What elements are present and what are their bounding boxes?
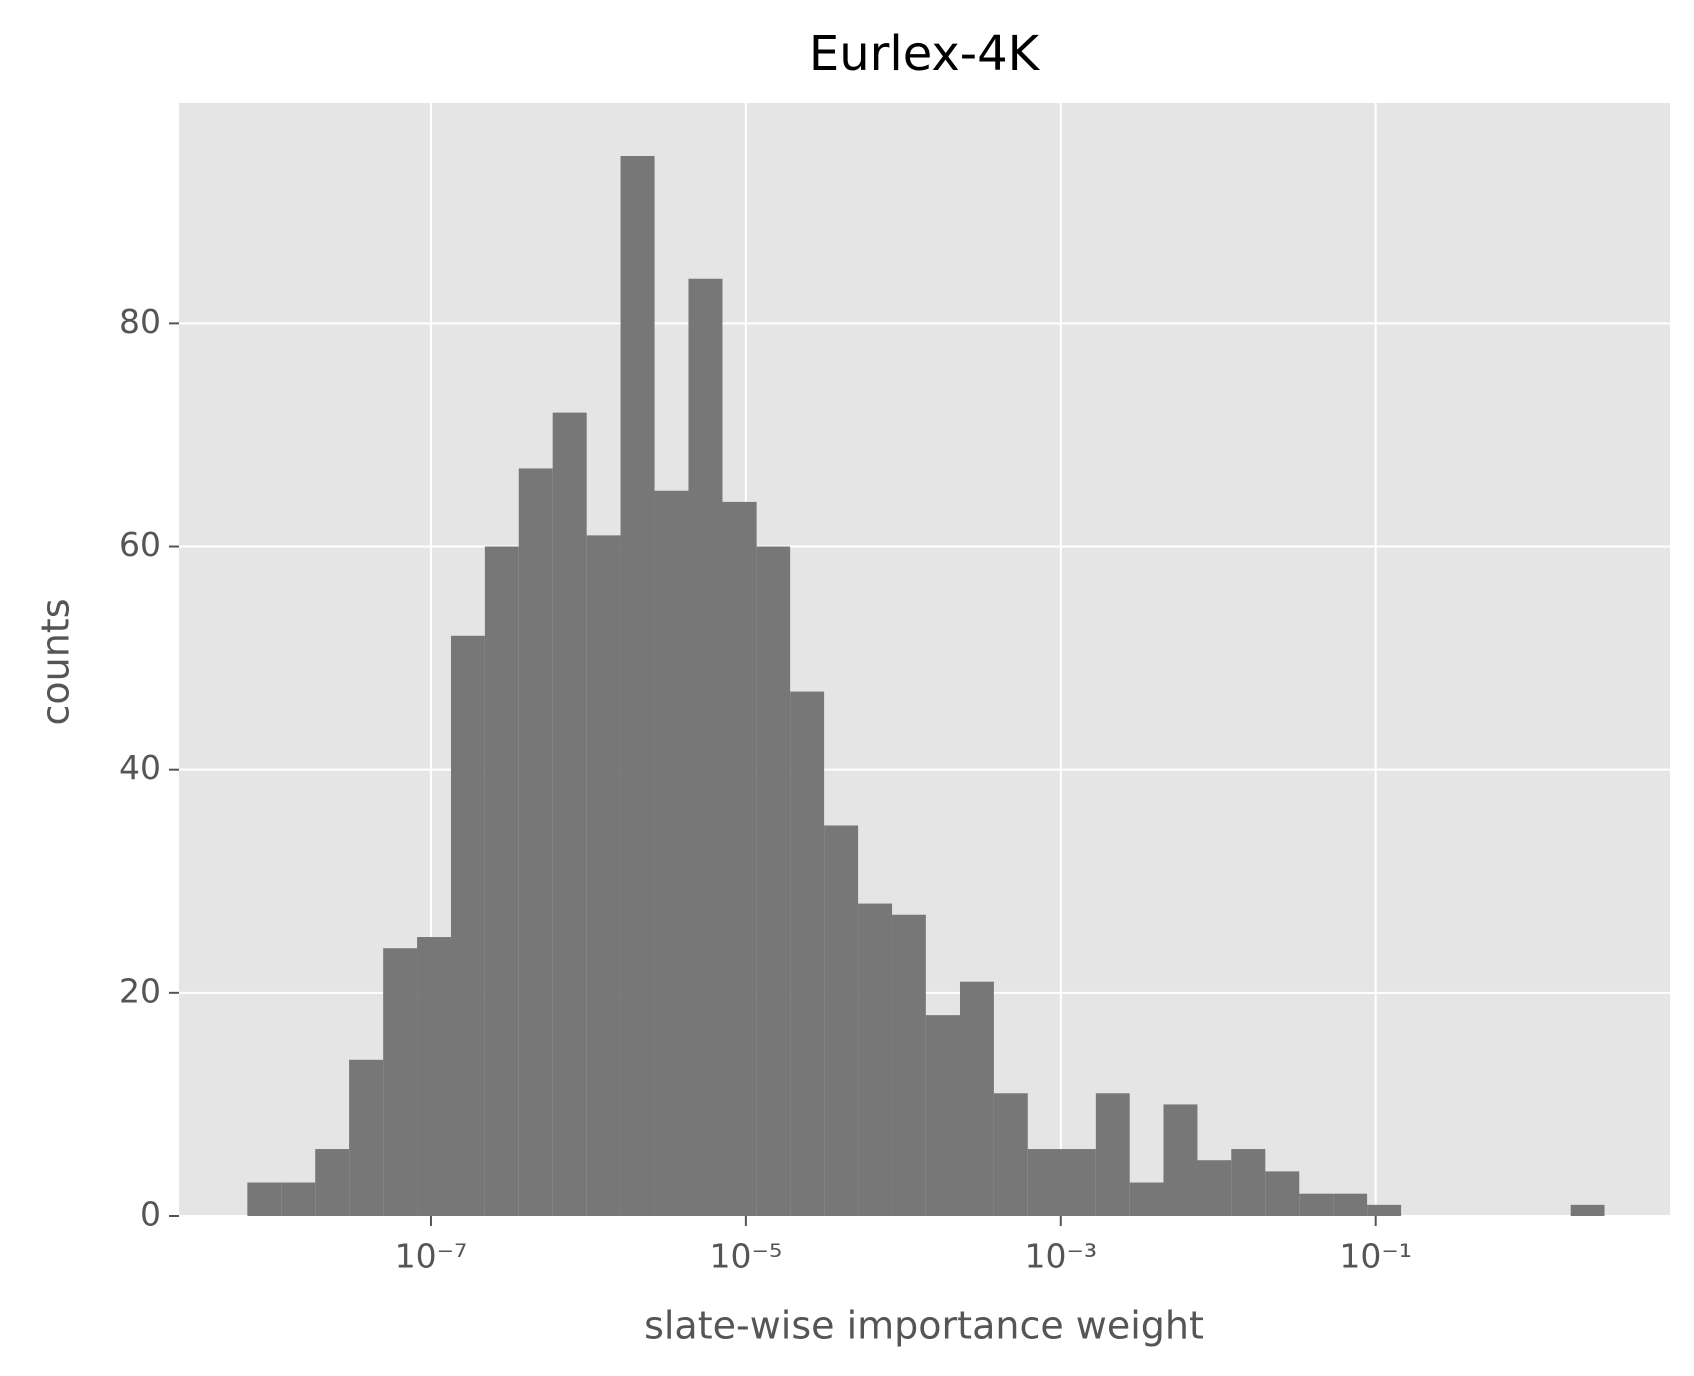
bar xyxy=(620,156,655,1216)
bar xyxy=(1095,1093,1130,1216)
y-tick-label: 80 xyxy=(119,302,161,341)
bar xyxy=(281,1182,316,1216)
bar xyxy=(858,903,893,1216)
bar xyxy=(1299,1193,1334,1216)
bar xyxy=(824,825,859,1216)
bar xyxy=(756,546,791,1216)
bar xyxy=(1163,1104,1198,1216)
bar xyxy=(1129,1182,1164,1216)
bar xyxy=(790,691,825,1216)
y-axis-label: counts xyxy=(34,598,78,725)
bar xyxy=(722,501,757,1216)
bar xyxy=(383,948,418,1216)
bar xyxy=(417,937,451,1216)
bar xyxy=(552,412,587,1216)
y-tick-label: 20 xyxy=(119,971,161,1010)
x-tick-label: 10⁻¹ xyxy=(1339,1237,1412,1276)
y-tick-label: 0 xyxy=(140,1195,161,1234)
bar xyxy=(688,278,723,1217)
x-tick-label: 10⁻⁷ xyxy=(395,1237,468,1276)
bar xyxy=(349,1059,384,1216)
bar xyxy=(654,490,689,1217)
bar xyxy=(959,981,994,1216)
bar xyxy=(892,914,926,1216)
chart-title: Eurlex-4K xyxy=(809,26,1041,82)
x-tick-label: 10⁻³ xyxy=(1024,1237,1097,1276)
bar xyxy=(1367,1204,1402,1216)
bar xyxy=(1231,1149,1266,1216)
x-tick-label: 10⁻⁵ xyxy=(710,1237,783,1276)
bar xyxy=(450,635,485,1216)
bar xyxy=(586,535,621,1216)
bar xyxy=(1570,1204,1605,1216)
bar xyxy=(518,468,553,1217)
bar xyxy=(1333,1193,1368,1216)
bar xyxy=(1027,1149,1062,1216)
x-axis-label: slate-wise importance weight xyxy=(644,1304,1204,1348)
bar xyxy=(1265,1171,1300,1216)
bar xyxy=(247,1182,282,1216)
bar xyxy=(484,546,519,1216)
bar xyxy=(993,1093,1028,1216)
y-tick-label: 60 xyxy=(119,525,161,564)
bar xyxy=(1197,1160,1232,1216)
bar xyxy=(315,1149,350,1216)
bar xyxy=(925,1015,960,1216)
bar xyxy=(1061,1149,1096,1216)
y-tick-label: 40 xyxy=(119,748,161,787)
